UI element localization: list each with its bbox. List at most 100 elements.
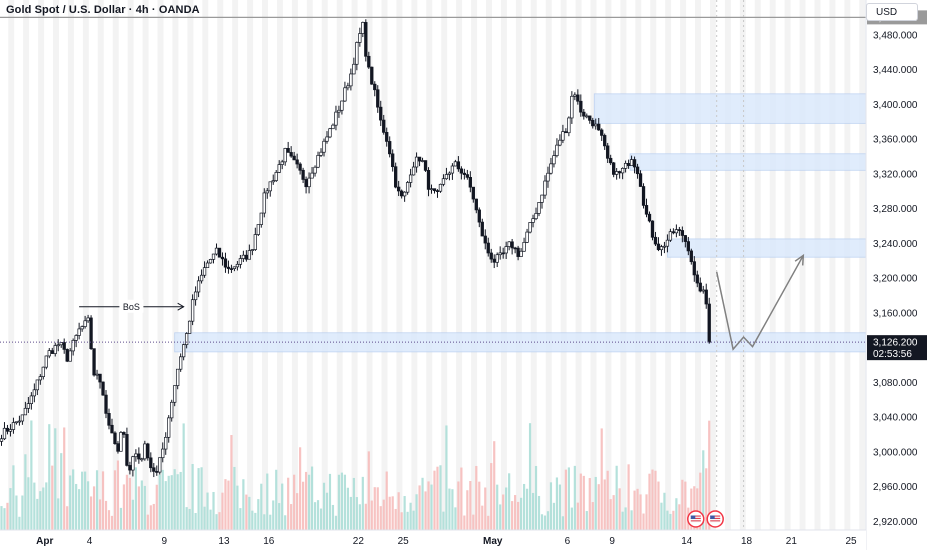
volume-bar <box>239 508 242 530</box>
candle-down <box>92 348 96 376</box>
candle-up <box>438 183 443 192</box>
volume-bar <box>367 451 370 530</box>
candle-up <box>552 155 556 165</box>
zone-rect <box>629 153 867 171</box>
candle-up <box>71 340 75 352</box>
session-band <box>23 0 30 530</box>
volume-bar <box>519 497 523 530</box>
time-axis: Apr 4 9 13 16 22 25 May 6 9 14 18 21 25 <box>0 529 866 550</box>
candle-down <box>292 155 296 161</box>
candle-up <box>17 420 22 423</box>
candle-up <box>540 194 544 203</box>
candle-down <box>650 220 655 238</box>
volume-bar <box>251 510 254 530</box>
candle-up <box>361 22 365 34</box>
volume-bar <box>570 507 573 530</box>
candle-up <box>615 171 619 175</box>
candle-up <box>32 389 36 397</box>
volume-bar <box>188 508 191 530</box>
volume-bar <box>284 515 287 530</box>
volume-bar <box>349 496 352 530</box>
volume-bar <box>161 469 164 530</box>
candle-down <box>626 163 631 166</box>
session-bands <box>8 0 866 530</box>
volume-bar <box>48 424 51 530</box>
candle-down <box>50 350 54 354</box>
volume-bar <box>561 516 564 530</box>
volume-bar <box>257 499 260 530</box>
candle-up <box>543 180 547 196</box>
volume-bar <box>227 480 230 530</box>
candle-up <box>38 376 42 381</box>
volume-bar <box>415 494 418 530</box>
volume-bar <box>21 495 24 530</box>
price-tick-label: 3,400.000 <box>873 100 918 111</box>
candle-up <box>546 172 550 182</box>
session-band <box>366 0 373 530</box>
volume-bar <box>579 473 582 530</box>
volume-bar <box>684 481 687 530</box>
volume-bar <box>615 465 618 530</box>
candle-down <box>692 261 696 276</box>
session-band <box>441 0 448 530</box>
volume-bar <box>299 447 302 530</box>
volume-bar <box>448 488 451 530</box>
candle-up <box>26 403 31 409</box>
candle-down <box>486 242 490 254</box>
candle-up <box>184 333 189 346</box>
session-band <box>82 0 89 530</box>
volume-bar <box>66 506 69 530</box>
candle-down <box>516 247 520 257</box>
volume-bar <box>72 469 75 530</box>
candle-down <box>579 100 583 113</box>
session-band <box>784 0 791 530</box>
candle-up <box>80 326 84 330</box>
candle-up <box>259 212 263 225</box>
candle-up <box>570 95 574 119</box>
candle-down <box>435 190 440 192</box>
volume-bar <box>203 506 206 530</box>
session-band <box>127 0 134 530</box>
candle-down <box>65 349 69 362</box>
candle-up <box>623 163 628 169</box>
candle-up <box>420 160 425 162</box>
volume-bar <box>57 498 60 530</box>
volume-bar <box>397 492 400 530</box>
candle-down <box>376 89 380 108</box>
candle-up <box>134 453 138 458</box>
session-band <box>232 0 239 530</box>
volume-bar <box>182 423 185 530</box>
candle-down <box>704 289 708 305</box>
candle-down <box>379 106 383 121</box>
candle-up <box>537 202 541 214</box>
volume-bar <box>113 470 117 530</box>
candle-up <box>343 87 347 102</box>
candle-down <box>220 256 225 260</box>
candle-down <box>229 268 234 270</box>
session-band <box>53 0 59 530</box>
candle-up <box>74 335 78 341</box>
bos-label-bg <box>119 299 144 313</box>
volume-bar <box>296 493 299 530</box>
session-band <box>695 0 702 530</box>
candle-down <box>417 156 422 162</box>
currency-selector-button[interactable]: USD <box>866 3 918 21</box>
volume-bar <box>236 485 239 530</box>
candle-down <box>101 381 105 396</box>
candle-down <box>217 247 222 258</box>
candle-up <box>193 291 198 301</box>
time-tick-label: 22 <box>353 536 365 547</box>
volume-bar <box>152 503 155 530</box>
volume-bar <box>600 428 603 530</box>
volume-bar <box>140 480 143 530</box>
session-band <box>724 0 731 530</box>
volume-bar <box>9 488 12 530</box>
candles <box>0 19 711 478</box>
candle-down <box>656 243 661 251</box>
volume-bar <box>445 425 448 530</box>
session-band <box>859 0 866 530</box>
session-band <box>38 0 45 530</box>
candle-down <box>370 66 374 85</box>
candle-down <box>689 250 693 263</box>
